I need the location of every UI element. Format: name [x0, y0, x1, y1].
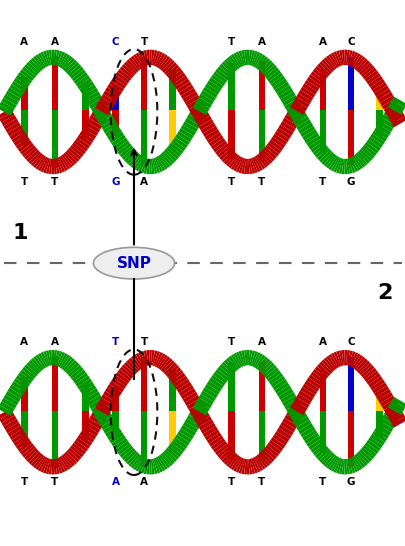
- Bar: [375, 411, 382, 436]
- Bar: [199, 403, 206, 412]
- Bar: [228, 411, 234, 460]
- Bar: [375, 110, 382, 136]
- Bar: [199, 411, 206, 420]
- Text: T: T: [227, 477, 234, 487]
- Text: G: G: [346, 177, 354, 187]
- Text: T: T: [318, 177, 326, 187]
- Text: A: A: [20, 37, 28, 47]
- Bar: [319, 110, 325, 153]
- Bar: [141, 57, 147, 112]
- Bar: [169, 110, 175, 153]
- Text: A: A: [20, 337, 28, 347]
- Text: A: A: [51, 37, 59, 47]
- Text: T: T: [51, 477, 58, 487]
- Bar: [347, 57, 354, 112]
- Text: A: A: [318, 37, 326, 47]
- Bar: [375, 86, 382, 112]
- Bar: [288, 103, 295, 112]
- Bar: [21, 411, 28, 446]
- Text: G: G: [111, 177, 119, 187]
- Text: T: T: [258, 177, 265, 187]
- Bar: [51, 356, 58, 412]
- Bar: [199, 103, 206, 112]
- Text: A: A: [257, 337, 265, 347]
- Bar: [288, 403, 295, 412]
- Bar: [347, 110, 354, 165]
- Bar: [169, 69, 175, 112]
- Bar: [228, 363, 234, 412]
- Bar: [51, 411, 58, 467]
- Bar: [199, 110, 206, 120]
- Text: T: T: [227, 37, 234, 47]
- Text: T: T: [21, 177, 28, 187]
- Text: T: T: [140, 337, 147, 347]
- Text: T: T: [140, 37, 147, 47]
- Bar: [82, 411, 88, 440]
- Bar: [169, 369, 175, 412]
- Bar: [258, 62, 264, 112]
- Bar: [21, 110, 28, 145]
- Bar: [288, 411, 295, 419]
- Bar: [82, 110, 88, 139]
- Text: G: G: [346, 477, 354, 487]
- Ellipse shape: [93, 247, 174, 279]
- Bar: [169, 411, 175, 454]
- Bar: [112, 387, 119, 412]
- Bar: [347, 411, 354, 466]
- Bar: [319, 411, 325, 453]
- Bar: [112, 110, 119, 136]
- Text: T: T: [21, 477, 28, 487]
- Text: A: A: [140, 177, 148, 187]
- Text: A: A: [140, 477, 148, 487]
- Text: T: T: [258, 477, 265, 487]
- Bar: [228, 110, 234, 159]
- Text: 1: 1: [12, 223, 28, 242]
- Bar: [141, 411, 147, 466]
- Bar: [51, 110, 58, 167]
- Text: 2: 2: [377, 283, 392, 302]
- Text: C: C: [112, 37, 119, 47]
- Bar: [228, 63, 234, 112]
- Text: C: C: [347, 337, 354, 347]
- Bar: [347, 357, 354, 412]
- Bar: [51, 56, 58, 112]
- Bar: [319, 69, 325, 112]
- Text: A: A: [111, 477, 119, 487]
- Bar: [82, 383, 88, 412]
- Bar: [258, 110, 264, 161]
- Text: A: A: [51, 337, 59, 347]
- Text: A: A: [318, 337, 326, 347]
- Text: T: T: [227, 337, 234, 347]
- Text: T: T: [318, 477, 326, 487]
- Bar: [112, 411, 119, 436]
- Text: T: T: [227, 177, 234, 187]
- Bar: [319, 370, 325, 412]
- Text: T: T: [112, 337, 119, 347]
- Bar: [112, 86, 119, 112]
- Bar: [141, 110, 147, 165]
- Text: T: T: [51, 177, 58, 187]
- Bar: [141, 357, 147, 412]
- Bar: [21, 77, 28, 112]
- Text: SNP: SNP: [116, 256, 151, 271]
- Bar: [21, 377, 28, 412]
- Bar: [258, 362, 264, 412]
- Bar: [82, 83, 88, 112]
- Text: C: C: [347, 37, 354, 47]
- Bar: [288, 110, 295, 119]
- Text: A: A: [257, 37, 265, 47]
- Bar: [258, 411, 264, 461]
- Bar: [375, 387, 382, 412]
